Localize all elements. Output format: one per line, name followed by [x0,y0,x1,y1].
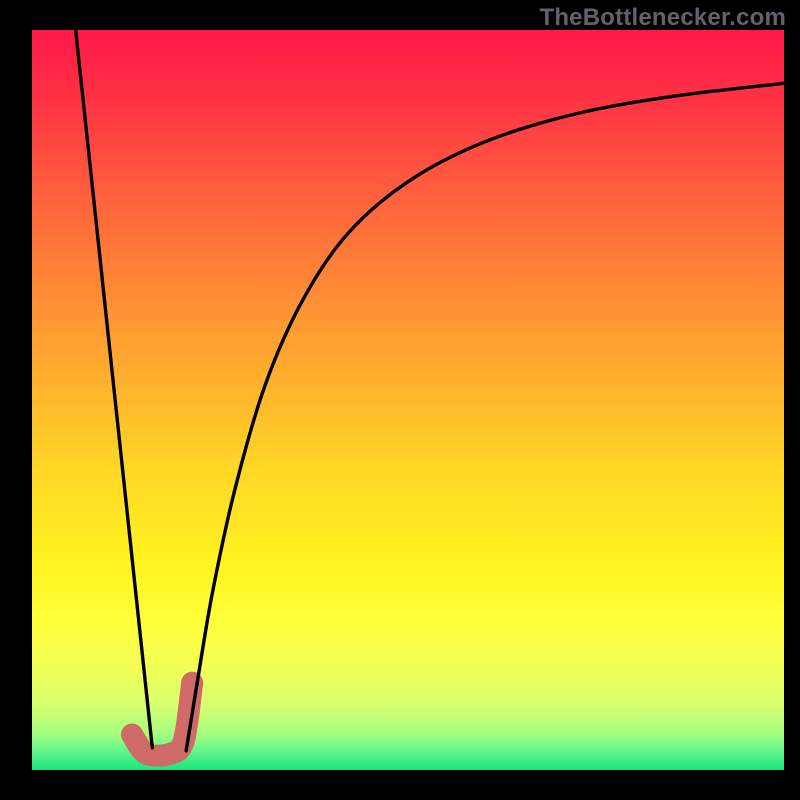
checkmark-overlay [132,683,192,756]
watermark-text: TheBottlenecker.com [539,4,786,32]
plot-area [32,30,784,770]
right-branch-curve [186,83,784,750]
chart-frame: TheBottlenecker.com [0,0,800,800]
curve-layer [32,30,784,770]
left-branch-curve [76,30,153,748]
